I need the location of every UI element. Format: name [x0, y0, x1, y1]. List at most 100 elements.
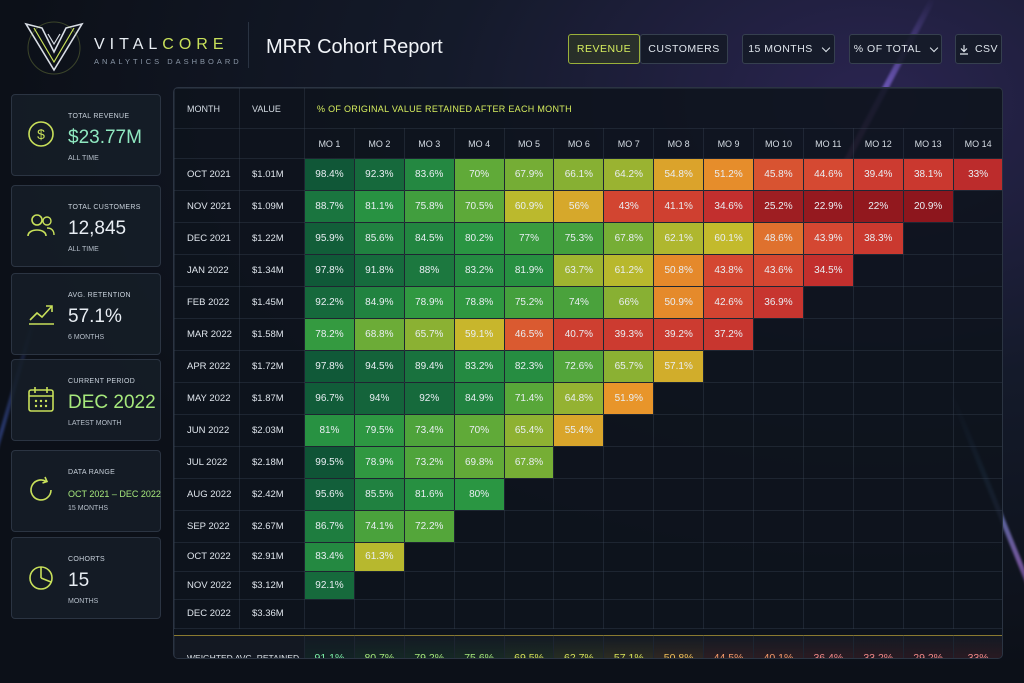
cohort-row: FEB 2022 $1.45M 92.2% 84.9% 78.9% 78.8% 75.2% 7… [174, 286, 1002, 319]
retention-cell: 88.7% [304, 190, 355, 223]
weighted-avg-cell: 69.5% [503, 634, 555, 658]
empty-cell [952, 478, 1002, 511]
cohort-row: MAR 2022 $1.58M 78.2% 68.8% 65.7% 59.1% 46.5% 4… [174, 318, 1002, 351]
dollar-icon: $ [28, 121, 54, 147]
empty-cell [553, 510, 605, 543]
empty-cell [802, 286, 854, 319]
empty-cell [852, 478, 904, 511]
retention-cell: 80.2% [453, 222, 505, 255]
retention-cell: 50.9% [653, 286, 705, 319]
retention-cell: 85.6% [353, 222, 405, 255]
empty-cell [952, 570, 1002, 600]
retention-cell: 95.6% [304, 478, 355, 511]
retention-cell: 92.1% [304, 570, 355, 600]
empty-cell [952, 286, 1002, 319]
retention-cell: 38.3% [852, 222, 904, 255]
retention-cell: 74% [553, 286, 605, 319]
retention-cell: 59.1% [453, 318, 505, 351]
empty-cell [553, 570, 605, 600]
retention-cell: 22.9% [802, 190, 854, 223]
chevron-down-icon [929, 43, 939, 52]
mode-dropdown[interactable]: % OF TOTAL [849, 34, 942, 64]
retention-cell: 81.1% [353, 190, 405, 223]
kpi-label: CURRENT PERIOD [68, 378, 136, 385]
cohort-value: $1.22M [239, 222, 305, 255]
cohort-month-label: OCT 2021 [174, 158, 240, 191]
kpi-value: $23.77M [68, 127, 142, 148]
empty-cell [852, 542, 904, 572]
retention-cell: 44.6% [802, 158, 854, 191]
kpi-sub: LATEST MONTH [68, 420, 122, 427]
empty-cell [852, 350, 904, 383]
cohort-value: $2.18M [239, 446, 305, 479]
empty-cell [453, 599, 505, 629]
retention-cell: 46.5% [503, 318, 555, 351]
empty-cell [653, 542, 705, 572]
cohort-month-label: MAR 2022 [174, 318, 240, 351]
empty-cell [653, 446, 705, 479]
retention-cell: 70.5% [453, 190, 505, 223]
retention-cell: 66.1% [553, 158, 605, 191]
cohort-row: OCT 2021 $1.01M 98.4% 92.3% 83.6% 70% 67.9% 66.… [174, 158, 1002, 191]
retention-cell: 81% [304, 414, 355, 447]
retention-cell: 94.5% [353, 350, 405, 383]
cohort-month-label: DEC 2022 [174, 599, 240, 629]
cohort-month-label: APR 2022 [174, 350, 240, 383]
weighted-avg-cell: 36.4% [802, 634, 854, 658]
cohort-table: MONTH VALUE % OF ORIGINAL VALUE RETAINED… [174, 88, 1003, 658]
retention-cell: 99.5% [304, 446, 355, 479]
period-dropdown[interactable]: 15 MONTHS [742, 34, 835, 64]
empty-cell [952, 190, 1002, 223]
retention-cell: 73.4% [403, 414, 455, 447]
empty-cell [703, 570, 755, 600]
weighted-avg-row: WEIGHTED AVG. RETAINED 91.1% 80.7% 79.2% 75… [174, 634, 1002, 658]
period-dropdown-label: 15 MONTHS [748, 43, 813, 55]
retention-cell: 73.2% [403, 446, 455, 479]
empty-cell [802, 478, 854, 511]
footer-spacer [175, 628, 1003, 635]
empty-cell [703, 382, 755, 415]
cohort-row: MAY 2022 $1.87M 96.7% 94% 92% 84.9% 71.4% 64.8%… [174, 382, 1002, 415]
cohort-row: JUN 2022 $2.03M 81% 79.5% 73.4% 70% 65.4% 55.4% [174, 414, 1002, 447]
empty-cell [852, 414, 904, 447]
brand-name: VITALCORE [94, 36, 229, 53]
empty-cell [902, 542, 954, 572]
customers-toggle-button[interactable]: CUSTOMERS [640, 34, 728, 64]
empty-cell [653, 599, 705, 629]
empty-cell [802, 446, 854, 479]
month-offset-header: MO 1 [304, 128, 355, 159]
kpi-cohorts: COHORTS 15 MONTHS [11, 537, 161, 619]
export-csv-button[interactable]: CSV [955, 34, 1002, 64]
retention-cell: 84.9% [453, 382, 505, 415]
page-title: MRR Cohort Report [266, 36, 443, 58]
cohort-row: DEC 2022 $3.36M [174, 599, 1002, 629]
empty-cell [703, 446, 755, 479]
cohort-row: JUL 2022 $2.18M 99.5% 78.9% 73.2% 69.8% 67.8% [174, 446, 1002, 479]
cohort-value: $1.09M [239, 190, 305, 223]
retention-cell: 63.7% [553, 254, 605, 287]
empty-cell [503, 599, 555, 629]
empty-cell [653, 382, 705, 415]
users-icon [27, 214, 55, 237]
retention-cell: 75.3% [553, 222, 605, 255]
empty-cell [952, 446, 1002, 479]
empty-cell [753, 446, 804, 479]
kpi-data-range: DATA RANGE OCT 2021 – DEC 2022 15 MONTHS [11, 450, 161, 532]
empty-cell [403, 542, 455, 572]
retention-cell: 88% [403, 254, 455, 287]
retention-cell: 98.4% [304, 158, 355, 191]
weighted-avg-label: WEIGHTED AVG. RETAINED [174, 634, 305, 658]
weighted-avg-cell: 50.8% [653, 634, 705, 658]
revenue-toggle-button[interactable]: REVENUE [568, 34, 640, 64]
retention-cell: 79.5% [353, 414, 405, 447]
retention-cell: 61.3% [353, 542, 405, 572]
retention-cell: 50.8% [653, 254, 705, 287]
kpi-label: DATA RANGE [68, 469, 116, 476]
pie-icon [29, 566, 53, 590]
retention-cell: 40.7% [553, 318, 605, 351]
empty-cell [703, 478, 755, 511]
chevron-down-icon [821, 43, 831, 52]
retention-cell: 82.3% [503, 350, 555, 383]
header-divider [248, 22, 249, 68]
retention-cell: 77% [503, 222, 555, 255]
